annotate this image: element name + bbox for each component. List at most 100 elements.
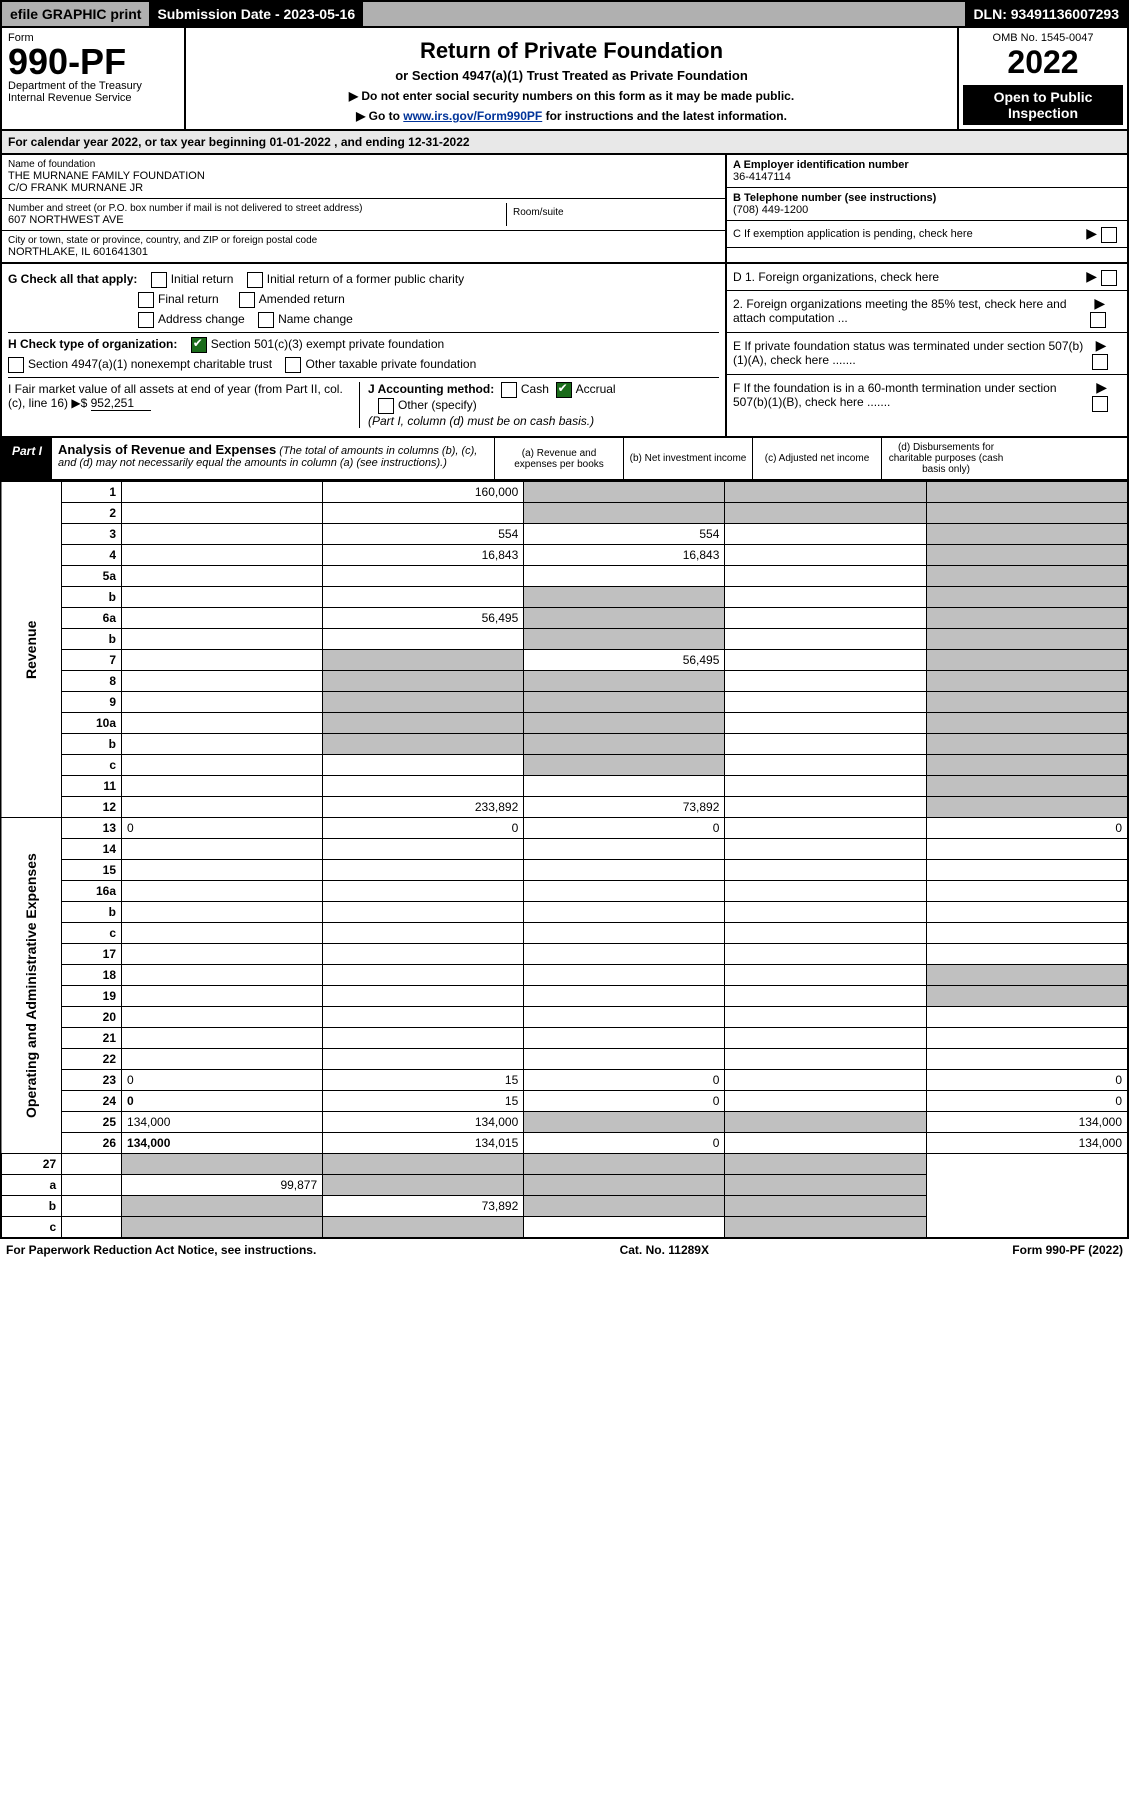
h-501c3[interactable] bbox=[191, 337, 207, 353]
table-row: 14 bbox=[1, 839, 1128, 860]
amount-cell bbox=[725, 1175, 926, 1196]
amount-cell bbox=[926, 503, 1128, 524]
table-row: 17 bbox=[1, 944, 1128, 965]
amount-cell bbox=[524, 881, 725, 902]
line-description bbox=[62, 1154, 122, 1175]
table-row: 12233,89273,892 bbox=[1, 797, 1128, 818]
footer-center: Cat. No. 11289X bbox=[620, 1243, 709, 1257]
line-number: 11 bbox=[62, 776, 122, 797]
line-description bbox=[122, 797, 323, 818]
submission-date: Submission Date - 2023-05-16 bbox=[149, 2, 363, 26]
amount-cell bbox=[323, 881, 524, 902]
amount-cell bbox=[524, 482, 725, 503]
amount-cell bbox=[725, 776, 926, 797]
addr-label: Number and street (or P.O. box number if… bbox=[8, 203, 506, 214]
foundation-name: THE MURNANE FAMILY FOUNDATION bbox=[8, 170, 719, 182]
line-number: 10a bbox=[62, 713, 122, 734]
f-checkbox[interactable] bbox=[1092, 396, 1108, 412]
form-title: Return of Private Foundation bbox=[194, 38, 949, 64]
amount-cell bbox=[926, 860, 1128, 881]
j-cash[interactable] bbox=[501, 382, 517, 398]
amount-cell: 73,892 bbox=[524, 797, 725, 818]
irs-link[interactable]: www.irs.gov/Form990PF bbox=[403, 109, 542, 123]
j-label: J Accounting method: bbox=[368, 382, 494, 396]
amount-cell bbox=[524, 902, 725, 923]
i-value: 952,251 bbox=[91, 396, 151, 411]
form-subtitle: or Section 4947(a)(1) Trust Treated as P… bbox=[194, 68, 949, 83]
amount-cell: 554 bbox=[323, 524, 524, 545]
line-number: a bbox=[1, 1175, 62, 1196]
amount-cell bbox=[524, 1217, 725, 1239]
amount-cell bbox=[524, 1154, 725, 1175]
line-description bbox=[122, 566, 323, 587]
g-amended[interactable] bbox=[239, 292, 255, 308]
j-accrual[interactable] bbox=[556, 382, 572, 398]
line-number: b bbox=[1, 1196, 62, 1217]
amount-cell: 16,843 bbox=[524, 545, 725, 566]
amount-cell bbox=[725, 503, 926, 524]
amount-cell bbox=[725, 1112, 926, 1133]
line-description bbox=[62, 1196, 122, 1217]
g-name[interactable] bbox=[258, 312, 274, 328]
amount-cell bbox=[926, 545, 1128, 566]
amount-cell bbox=[323, 503, 524, 524]
g-initial-return[interactable] bbox=[151, 272, 167, 288]
amount-cell bbox=[926, 902, 1128, 923]
amount-cell: 0 bbox=[524, 1133, 725, 1154]
table-row: 20 bbox=[1, 1007, 1128, 1028]
city-state-zip: NORTHLAKE, IL 601641301 bbox=[8, 246, 719, 258]
table-row: b bbox=[1, 629, 1128, 650]
amount-cell bbox=[926, 923, 1128, 944]
city-label: City or town, state or province, country… bbox=[8, 235, 719, 246]
amount-cell bbox=[926, 692, 1128, 713]
table-row: 8 bbox=[1, 671, 1128, 692]
line-number: b bbox=[62, 587, 122, 608]
page-footer: For Paperwork Reduction Act Notice, see … bbox=[0, 1239, 1129, 1261]
amount-cell: 16,843 bbox=[323, 545, 524, 566]
h-4947[interactable] bbox=[8, 357, 24, 373]
table-row: c bbox=[1, 1217, 1128, 1239]
i-label: I Fair market value of all assets at end… bbox=[8, 382, 343, 410]
g-initial-former[interactable] bbox=[247, 272, 263, 288]
d1-checkbox[interactable] bbox=[1101, 270, 1117, 286]
line-description bbox=[122, 776, 323, 797]
tax-year: 2022 bbox=[963, 44, 1123, 81]
table-row: 5a bbox=[1, 566, 1128, 587]
table-row: Operating and Administrative Expenses130… bbox=[1, 818, 1128, 839]
d2-checkbox[interactable] bbox=[1090, 312, 1106, 328]
amount-cell bbox=[725, 692, 926, 713]
amount-cell: 73,892 bbox=[323, 1196, 524, 1217]
amount-cell bbox=[122, 1154, 323, 1175]
g-address[interactable] bbox=[138, 312, 154, 328]
footer-left: For Paperwork Reduction Act Notice, see … bbox=[6, 1243, 316, 1257]
footer-right: Form 990-PF (2022) bbox=[1012, 1243, 1123, 1257]
amount-cell: 134,000 bbox=[323, 1112, 524, 1133]
line-number: 24 bbox=[62, 1091, 122, 1112]
line-number: 18 bbox=[62, 965, 122, 986]
j-note: (Part I, column (d) must be on cash basi… bbox=[368, 414, 719, 428]
h-other-taxable[interactable] bbox=[285, 357, 301, 373]
line-number: 22 bbox=[62, 1049, 122, 1070]
col-c: (c) Adjusted net income bbox=[752, 438, 881, 479]
amount-cell bbox=[725, 566, 926, 587]
table-row: 22 bbox=[1, 1049, 1128, 1070]
amount-cell bbox=[926, 713, 1128, 734]
amount-cell bbox=[926, 482, 1128, 503]
amount-cell bbox=[323, 650, 524, 671]
amount-cell bbox=[323, 587, 524, 608]
amount-cell bbox=[524, 755, 725, 776]
amount-cell bbox=[725, 587, 926, 608]
part1-title: Analysis of Revenue and Expenses bbox=[58, 442, 276, 457]
g-final[interactable] bbox=[138, 292, 154, 308]
c-checkbox[interactable] bbox=[1101, 227, 1117, 243]
e-checkbox[interactable] bbox=[1092, 354, 1108, 370]
amount-cell: 15 bbox=[323, 1091, 524, 1112]
table-row: 27 bbox=[1, 1154, 1128, 1175]
dln: DLN: 93491136007293 bbox=[965, 2, 1127, 26]
amount-cell: 0 bbox=[524, 818, 725, 839]
form-note1: ▶ Do not enter social security numbers o… bbox=[194, 89, 949, 103]
check-block: G Check all that apply: Initial return I… bbox=[0, 264, 1129, 438]
amount-cell bbox=[323, 986, 524, 1007]
line-description: 0 bbox=[122, 818, 323, 839]
j-other[interactable] bbox=[378, 398, 394, 414]
